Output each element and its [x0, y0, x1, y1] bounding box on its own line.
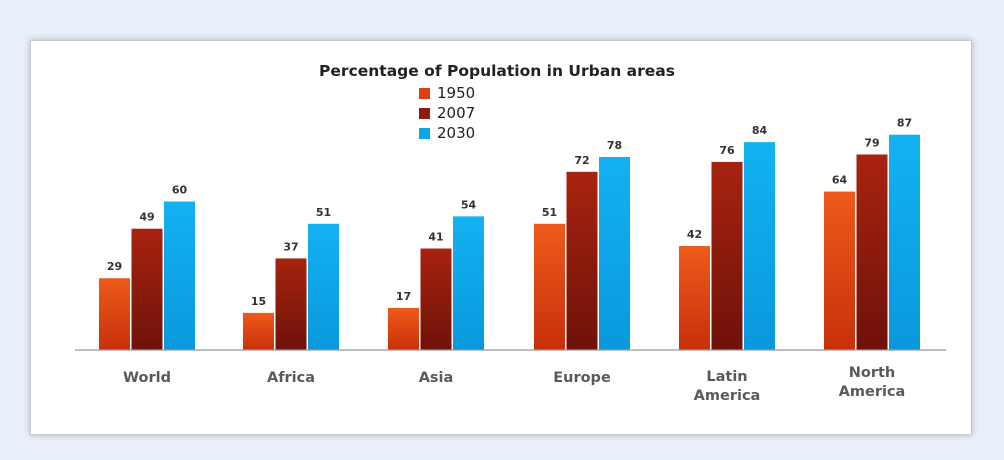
bar-north-america-2030 [889, 134, 920, 350]
data-label-world-2007: 49 [139, 211, 154, 224]
data-label-asia-2030: 54 [461, 198, 477, 211]
bar-world-2007 [131, 228, 163, 350]
data-label-north-america-1950: 64 [832, 174, 848, 187]
bar-latin-america-1950 [679, 246, 710, 350]
category-label-north-america: North America [839, 365, 906, 400]
legend-label-2007: 2007 [437, 104, 475, 122]
bar-africa-2007 [275, 258, 307, 350]
category-label-world: World [123, 370, 171, 386]
data-label-asia-1950: 17 [396, 290, 411, 303]
data-label-north-america-2007: 79 [864, 136, 879, 149]
data-label-latin-america-1950: 42 [687, 228, 702, 241]
bar-world-2030 [164, 201, 195, 350]
category-label-asia: Asia [419, 370, 454, 386]
bar-asia-2007 [420, 248, 452, 350]
bar-africa-1950 [243, 312, 274, 350]
data-label-africa-2030: 51 [316, 206, 331, 219]
bar-europe-2007 [566, 171, 598, 350]
bar-asia-1950 [388, 307, 419, 350]
data-label-world-1950: 29 [107, 260, 122, 273]
bar-europe-2030 [599, 156, 630, 350]
bar-north-america-1950 [824, 191, 855, 350]
data-label-asia-2007: 41 [428, 231, 443, 244]
legend-label-2030: 2030 [437, 124, 475, 142]
legend-swatch-1950 [419, 88, 430, 99]
category-label-latin-america: Latin America [694, 369, 761, 404]
data-label-latin-america-2007: 76 [719, 144, 735, 157]
bar-latin-america-2007 [711, 161, 743, 350]
data-label-europe-2030: 78 [607, 139, 622, 152]
data-label-north-america-2030: 87 [897, 117, 912, 130]
legend-swatch-2007 [419, 108, 430, 119]
legend-swatch-2030 [419, 128, 430, 139]
bar-latin-america-2030 [744, 142, 775, 350]
legend-label-1950: 1950 [437, 84, 475, 102]
data-label-latin-america-2030: 84 [752, 124, 768, 137]
legend: 1950 2007 2030 [419, 84, 475, 142]
data-labels-group: 29 49 60 15 37 51 17 41 54 51 72 78 42 76 84 64 79 87 [107, 117, 912, 308]
bars-group [99, 134, 920, 350]
category-labels-group: World Africa Asia Europe Latin America North Am… [123, 365, 905, 404]
data-label-europe-1950: 51 [542, 206, 557, 219]
data-label-europe-2007: 72 [574, 154, 589, 167]
bar-north-america-2007 [856, 154, 888, 350]
data-label-africa-2007: 37 [283, 240, 298, 253]
bar-asia-2030 [453, 216, 484, 350]
category-label-africa: Africa [267, 370, 315, 386]
bar-world-1950 [99, 278, 130, 350]
category-label-europe: Europe [553, 370, 611, 386]
bar-africa-2030 [308, 223, 339, 350]
chart-title: Percentage of Population in Urban areas [319, 62, 675, 80]
bar-europe-1950 [534, 223, 565, 350]
data-label-world-2030: 60 [172, 184, 188, 197]
data-label-africa-1950: 15 [251, 295, 266, 308]
